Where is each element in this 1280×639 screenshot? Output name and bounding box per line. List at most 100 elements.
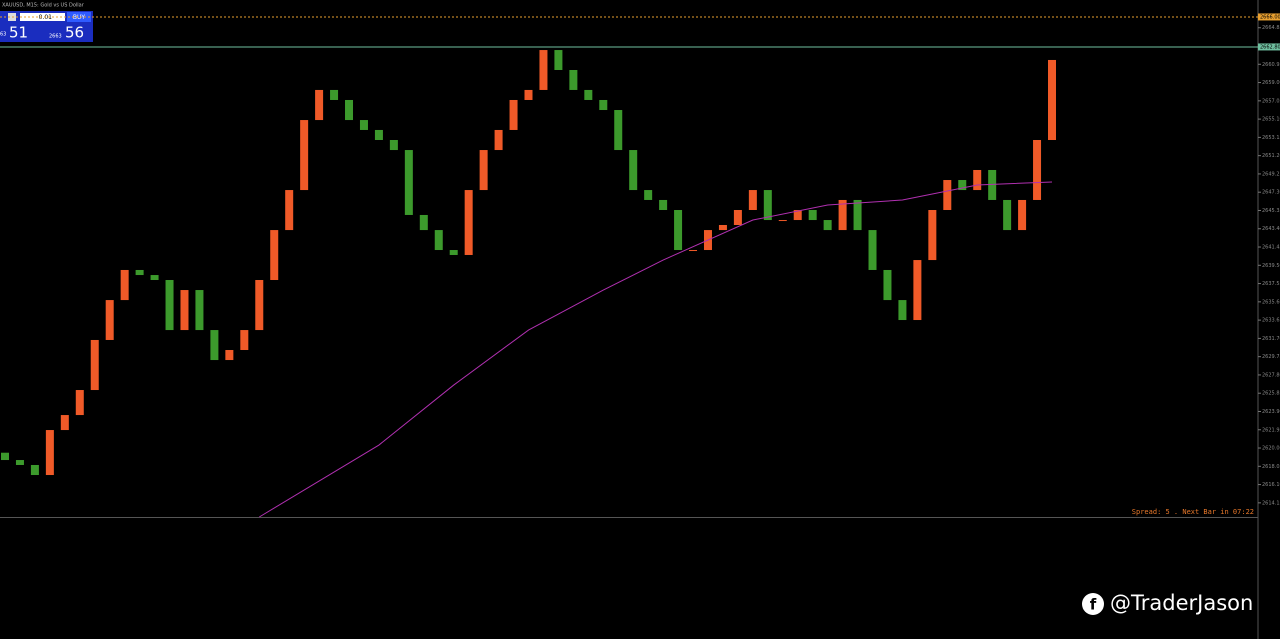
chart-title: XAUUSD, M15: Gold vs US Dollar [2,3,85,9]
y-tick-label: 2643.40 [1262,226,1280,232]
candle-body [404,150,413,215]
candle-body [464,190,473,255]
y-tick-label: 2649.25 [1262,171,1280,177]
facebook-icon [1082,593,1104,615]
candle-body [689,250,698,252]
candle-body [958,180,967,191]
buy-label: BUY [73,14,86,21]
candle-body [973,169,982,191]
y-tick-label: 2659.00 [1262,80,1280,86]
candle-body [255,280,264,331]
candle-body [285,190,294,231]
price-tag-label: 2666.00 [1260,14,1280,20]
sell-prefix: 63 [0,32,6,38]
candle-body [524,89,533,100]
y-tick-label: 2629.75 [1262,354,1280,360]
candle-body [210,330,219,361]
candle-body [45,430,54,476]
candle-body [584,89,593,100]
candle-body [629,150,638,191]
candle-body [15,460,24,465]
buy-price[interactable]: 56 [65,24,84,42]
candle-body [569,70,578,90]
candle-body [644,190,653,200]
watermark: @TraderJason [1110,591,1253,615]
sell-price[interactable]: 51 [9,24,28,42]
y-tick-label: 2664.85 [1262,25,1280,31]
candle-body [808,210,817,221]
candle-body [30,464,39,476]
buy-button[interactable] [67,12,91,22]
candle-body [674,210,683,251]
candle-body [90,339,99,391]
candle-body [240,330,249,351]
candle-body [928,210,937,261]
candle-body [883,269,892,301]
y-tick-label: 2633.65 [1262,318,1280,324]
y-tick-label: 2618.05 [1262,464,1280,470]
candle-body [659,199,668,211]
y-tick-label: 2655.10 [1262,117,1280,123]
y-tick-label: 2627.80 [1262,372,1280,378]
candle-body [599,99,608,111]
candle-body [389,140,398,151]
candle-body [345,99,354,121]
candle-body [913,260,922,321]
candle-body [988,169,997,200]
candle-body [793,210,802,221]
y-tick-label: 2635.60 [1262,299,1280,305]
y-tick-label: 2616.10 [1262,482,1280,488]
y-tick-label: 2621.95 [1262,427,1280,433]
candle-body [75,390,84,416]
candle-body [225,350,234,361]
y-tick-label: 2625.85 [1262,391,1280,397]
candle-body [60,415,69,431]
candle-body [449,250,458,255]
candle-body [838,199,847,231]
price-tag [1258,43,1280,51]
candle-body [539,50,548,90]
candle-body [270,230,279,281]
candle-body [105,300,114,340]
candle-body [1033,140,1042,200]
candle-body [943,180,952,211]
y-tick-label: 2645.35 [1262,208,1280,214]
candle-body [748,190,757,211]
y-tick-label: 2653.15 [1262,135,1280,141]
candle-body [135,269,144,276]
candle-body [554,50,563,71]
y-tick-label: 2639.50 [1262,263,1280,269]
candle-body [853,199,862,231]
candle-body [898,300,907,321]
price-tag-label: 2662.80 [1260,44,1280,50]
price-tag [1258,13,1280,21]
candle-body [150,275,159,281]
candle-body [1048,59,1056,141]
buy-prefix: 2663 [49,34,62,40]
candle-body [165,280,174,331]
candle-body [763,190,772,221]
y-tick-label: 2637.55 [1262,281,1280,287]
y-tick-label: 2660.95 [1262,62,1280,68]
moving-average [259,181,1053,518]
facebook-f: f [1090,596,1097,614]
candle-body [195,290,204,331]
candle-body [479,150,488,191]
lot: 0.01 [39,14,53,21]
candle-body [434,230,443,251]
y-tick-label: 2657.05 [1262,98,1280,104]
candle-body [778,220,787,222]
y-tick-label: 2641.45 [1262,245,1280,251]
candle-body [315,89,324,121]
candle-body [733,210,742,225]
candle-body [419,214,428,231]
candle-body [718,224,727,231]
lot-box[interactable] [20,13,65,21]
candle-body [494,129,503,151]
candle-body [614,110,623,151]
y-tick-label: 2631.70 [1262,336,1280,342]
y-tick-label: 2623.90 [1262,409,1280,415]
y-tick-label: 2647.30 [1262,190,1280,196]
candle-body [374,129,383,141]
